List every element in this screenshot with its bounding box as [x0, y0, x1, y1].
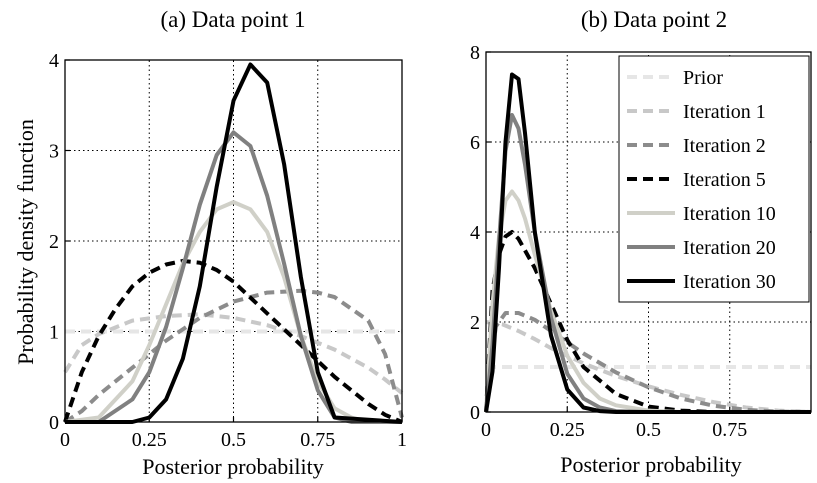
legend-items: Prior Iteration 1 Iteration 2 Iteration 5 It…	[627, 67, 776, 293]
panel-a-ytick-label: 4	[49, 50, 59, 72]
panel-b: (b) Data point 2 Posterior probability 0…	[470, 7, 812, 477]
panel-a: (a) Data point 1 Probability density fun…	[13, 7, 407, 479]
panel-b-ytick-label: 0	[470, 402, 480, 424]
panel-b-ytick-label: 8	[470, 42, 480, 64]
panel-a-ytick-label: 2	[49, 231, 59, 253]
panel-a-xlabel: Posterior probability	[142, 454, 323, 479]
panel-b-xtick-label: 0.75	[712, 419, 747, 441]
legend-label-it20: Iteration 20	[683, 237, 776, 259]
legend-label-it5: Iteration 5	[683, 169, 766, 191]
panel-b-xtick-label: 0.25	[550, 419, 585, 441]
panel-b-ytick-label: 6	[470, 132, 480, 154]
legend: Prior Iteration 1 Iteration 2 Iteration 5 It…	[618, 55, 810, 303]
panel-a-ytick-label: 1	[49, 322, 59, 344]
panel-a-ytick-label: 3	[49, 141, 59, 163]
panel-a-ylabel: Probability density function	[13, 119, 38, 365]
legend-label-it10: Iteration 10	[683, 203, 776, 225]
panel-b-title: (b) Data point 2	[581, 7, 727, 32]
panel-a-ytick-label: 0	[49, 412, 59, 434]
panel-b-ytick-label: 4	[470, 222, 480, 244]
panel-a-series-it30	[65, 62, 403, 424]
legend-label-it30: Iteration 30	[683, 271, 776, 293]
panel-a-xtick-label: 0	[60, 429, 70, 451]
panel-a-title: (a) Data point 1	[161, 7, 306, 32]
panel-a-series-it1	[63, 312, 404, 395]
panel-b-xtick-label: 0	[481, 419, 491, 441]
panel-a-xtick-label: 0.75	[300, 429, 335, 451]
panel-b-series-it30	[484, 72, 811, 414]
panel-b-series-it1	[485, 320, 812, 414]
panel-a-frame	[64, 59, 403, 423]
panel-a-lines	[63, 62, 404, 424]
panel-a-xtick-label: 1	[397, 429, 407, 451]
panel-b-xlabel: Posterior probability	[560, 452, 741, 477]
panel-a-xtick-label: 0.25	[132, 429, 167, 451]
panel-b-xtick-label: 0.5	[636, 419, 661, 441]
panel-b-ticks: 0 0.25 0.5 0.75 0 2 4 6 8	[470, 42, 747, 441]
panel-a-series-it20	[65, 130, 402, 424]
panel-b-ytick-label: 2	[470, 312, 480, 334]
legend-label-prior: Prior	[683, 67, 723, 89]
panel-b-frame	[485, 51, 812, 413]
panel-a-series-it5	[63, 258, 403, 424]
legend-label-it1: Iteration 1	[683, 101, 766, 123]
panel-a-series-it10	[64, 200, 402, 424]
panel-a-grid	[65, 60, 402, 422]
legend-label-it2: Iteration 2	[683, 135, 766, 157]
panel-b-lines	[484, 72, 812, 414]
panel-a-xtick-label: 0.5	[221, 429, 246, 451]
panel-b-series-it2	[484, 311, 812, 414]
